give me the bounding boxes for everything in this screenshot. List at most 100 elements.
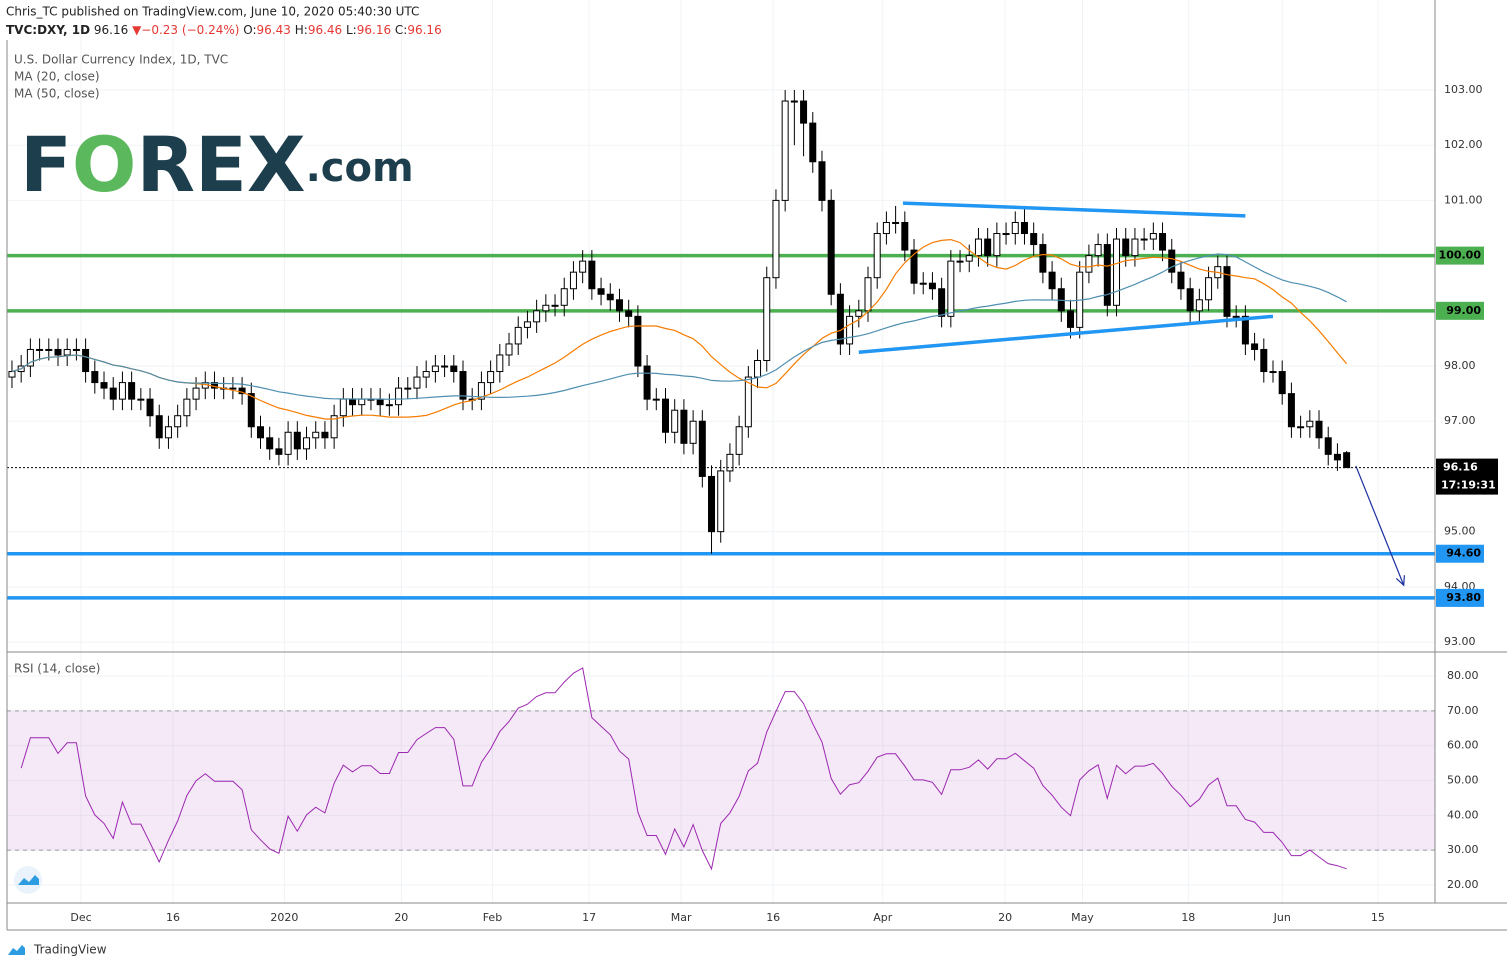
level-tag xyxy=(1436,588,1484,607)
candle-body xyxy=(450,365,458,373)
candle-body xyxy=(496,354,504,373)
candle-body xyxy=(36,348,44,351)
candle-body xyxy=(385,404,393,407)
candle-body xyxy=(974,238,982,257)
candle-body xyxy=(993,233,1001,257)
candle-body xyxy=(487,371,495,384)
candle-body xyxy=(312,431,320,439)
logo: FOREX.com xyxy=(20,120,414,209)
last-price-tag xyxy=(1436,458,1498,495)
arrow-line xyxy=(1355,465,1405,586)
candle-body xyxy=(238,387,246,395)
candle-body xyxy=(1306,420,1314,428)
candle-body xyxy=(284,431,292,455)
candle-body xyxy=(1315,420,1323,439)
candle-body xyxy=(1195,299,1203,312)
x-tick-label: 16 xyxy=(166,911,180,924)
candle-body xyxy=(26,348,34,367)
level-label: 94.60 xyxy=(1446,547,1481,560)
arrow-head xyxy=(1395,575,1405,587)
candle-body xyxy=(413,376,421,389)
candle-body xyxy=(321,431,329,439)
x-tick-label: Mar xyxy=(671,911,692,924)
candle-body xyxy=(717,470,725,533)
candle-body xyxy=(72,348,80,351)
x-tick-label: Dec xyxy=(70,911,91,924)
candle-body xyxy=(477,382,485,400)
candle-body xyxy=(1122,238,1130,257)
candle-body xyxy=(100,382,108,389)
candle-body xyxy=(1011,221,1019,235)
candle-body xyxy=(1085,255,1093,273)
moving-average xyxy=(11,253,1347,400)
candle-body xyxy=(1103,244,1111,306)
candle-body xyxy=(579,260,587,273)
candle-body xyxy=(266,437,274,450)
candle-body xyxy=(82,348,90,373)
candle-body xyxy=(864,277,872,312)
candle-body xyxy=(1232,315,1240,318)
candle-body xyxy=(643,365,651,400)
y-tick-label: 101.00 xyxy=(1444,193,1483,206)
candle-body xyxy=(1094,244,1102,257)
level-tag xyxy=(1436,246,1484,265)
x-tick-label: Apr xyxy=(873,911,893,924)
candle-body xyxy=(938,288,946,317)
footer: TradingView xyxy=(33,943,107,957)
ohlc-label: L: xyxy=(346,23,357,37)
candle-body xyxy=(1343,452,1351,469)
candle-body xyxy=(1177,271,1185,290)
x-tick-label: Jun xyxy=(1273,911,1291,924)
candle-body xyxy=(818,161,826,201)
candle-body xyxy=(542,304,550,312)
candle-body xyxy=(395,387,403,406)
candle-body xyxy=(247,393,255,428)
candle-body xyxy=(1140,238,1148,241)
level-label: 99.00 xyxy=(1446,304,1481,317)
rsi-line xyxy=(20,667,1347,871)
level-label: 100.00 xyxy=(1439,249,1482,262)
candle-body xyxy=(560,288,568,306)
candle-body xyxy=(910,249,918,284)
candle-body xyxy=(1149,233,1157,240)
axes: Dec 16 2020 20 Feb 17 Mar 16 Apr 20 May 18 Jun 1593.0… xyxy=(6,0,1507,931)
candle-body xyxy=(1186,288,1194,312)
candle-body xyxy=(597,288,605,295)
last-price-label: 96.16 xyxy=(1443,461,1478,474)
candle-body xyxy=(91,371,99,384)
candle-body xyxy=(661,398,669,433)
level-tag xyxy=(1436,544,1484,563)
candle-body xyxy=(422,371,430,378)
change: −0.23 (−0.24%) xyxy=(141,23,239,37)
candle-body xyxy=(588,260,596,290)
candle-body xyxy=(1223,266,1231,317)
candle-body xyxy=(873,233,881,279)
candle-body xyxy=(671,409,679,433)
candle-body xyxy=(634,315,642,367)
candle-body xyxy=(358,398,366,406)
candle-body xyxy=(901,221,909,251)
candle-body xyxy=(965,255,973,262)
candle-body xyxy=(1113,238,1121,306)
candle-body xyxy=(1066,310,1074,328)
candle-body xyxy=(763,277,771,362)
candle-body xyxy=(652,398,660,401)
x-tick-label: 17 xyxy=(582,911,596,924)
x-tick-label: 2020 xyxy=(270,911,298,924)
candle-body xyxy=(164,426,172,439)
candle-body xyxy=(708,475,716,533)
x-tick-label: Feb xyxy=(483,911,502,924)
candle-body xyxy=(1333,453,1341,461)
tv-badge xyxy=(14,866,42,894)
candle-body xyxy=(146,398,154,417)
rsi-tick-label: 80.00 xyxy=(1447,669,1479,682)
publisher: Chris_TC published on TradingView.com, J… xyxy=(6,5,419,19)
candle-body xyxy=(63,348,71,356)
candle-body xyxy=(1131,238,1139,257)
candle-body xyxy=(1269,371,1277,374)
legend-title: U.S. Dollar Currency Index, 1D, TVC xyxy=(14,53,228,67)
candle-body xyxy=(956,260,964,263)
candle-body xyxy=(1260,348,1268,373)
x-tick-label: May xyxy=(1071,911,1094,924)
